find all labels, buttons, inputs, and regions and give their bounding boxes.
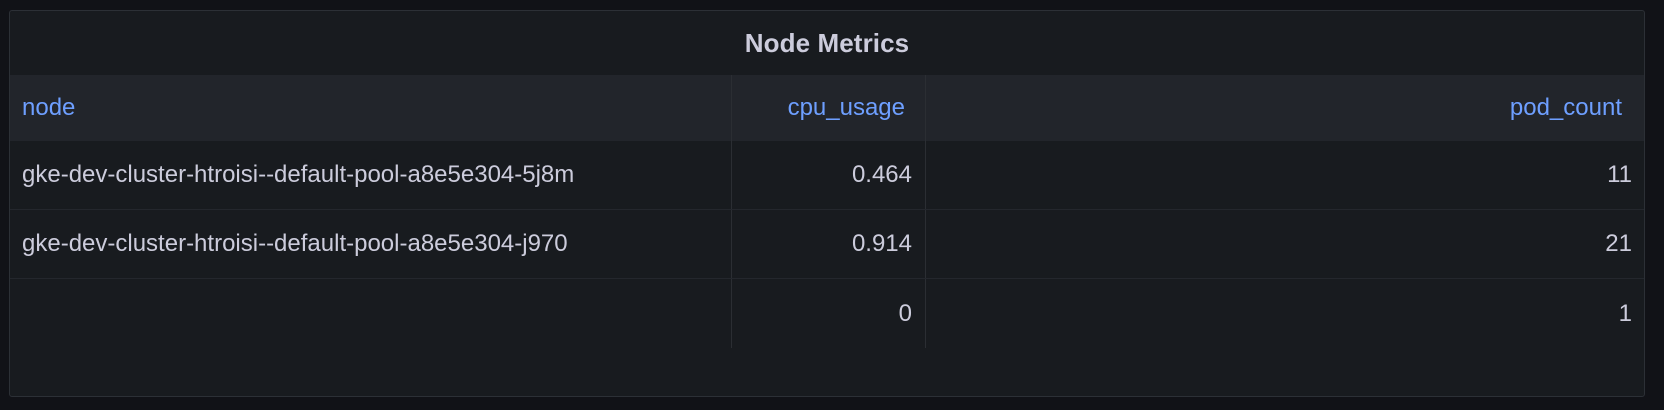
cell-node: gke-dev-cluster-htroisi--default-pool-a8… [10,141,732,209]
table-row: gke-dev-cluster-htroisi--default-pool-a8… [10,141,1644,210]
cell-pod-count: 1 [1618,299,1632,327]
column-header-cpu-usage[interactable]: cpu_usage [732,75,926,141]
table-row: gke-dev-cluster-htroisi--default-pool-a8… [10,210,1644,279]
metrics-table: node cpu_usage pod_count gke-dev-cluster… [10,75,1644,348]
cell-node [10,279,732,348]
cell-node: gke-dev-cluster-htroisi--default-pool-a8… [10,210,732,278]
table-header-row: node cpu_usage pod_count [10,75,1644,141]
cell-cpu-usage: 0.914 [732,210,926,278]
cell-cpu-usage: 0 [732,279,926,348]
panel-header[interactable]: Node Metrics [10,11,1644,75]
column-header-node[interactable]: node [10,75,732,141]
panel-title: Node Metrics [744,27,910,58]
cell-pod-count: 21 [1605,230,1632,257]
column-header-pod-count[interactable]: pod_count [1509,94,1622,121]
table-row: 0 1 [10,279,1644,348]
cell-cpu-usage: 0.464 [732,141,926,209]
node-metrics-panel: Node Metrics node cpu_usage pod_count gk… [9,10,1645,397]
cell-pod-count: 11 [1607,161,1632,188]
